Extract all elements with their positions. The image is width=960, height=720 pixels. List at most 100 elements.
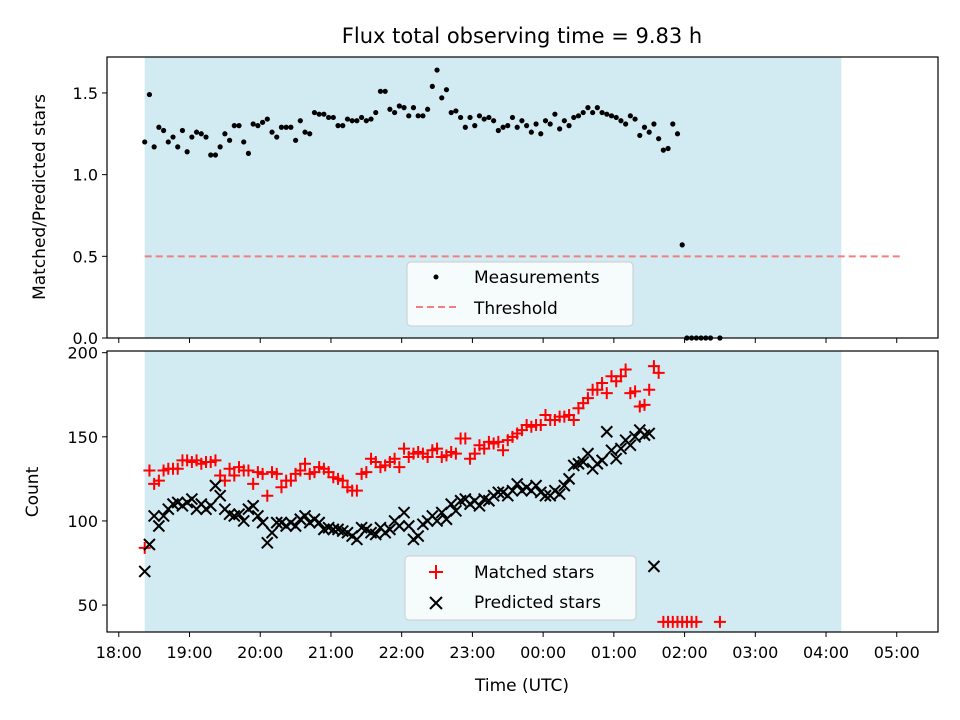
- matched-star-point: [421, 451, 434, 464]
- measurement-point: [410, 105, 417, 111]
- count-legend: Matched stars Predicted stars: [404, 555, 637, 621]
- chart-title: Flux total observing time = 9.83 h: [342, 24, 702, 48]
- measurement-point: [420, 113, 426, 119]
- measurement-point: [165, 139, 171, 145]
- measurement-point: [557, 126, 563, 132]
- measurement-point: [519, 118, 525, 124]
- predicted-star-point: [393, 519, 406, 533]
- matched-star-point: [294, 464, 307, 477]
- measurement-point: [330, 114, 336, 121]
- measurement-point: [571, 114, 577, 121]
- measurement-point: [599, 109, 605, 116]
- matched-star-point: [596, 376, 609, 389]
- measurement-point: [311, 109, 318, 116]
- measurement-point: [509, 114, 516, 121]
- measurement-point: [486, 114, 492, 121]
- measurement-point: [288, 124, 294, 130]
- predicted-star-point: [213, 489, 227, 502]
- predicted-star-point: [628, 430, 642, 444]
- measurement-point: [245, 150, 252, 156]
- measurement-point: [590, 109, 596, 116]
- predicted-star-point: [492, 486, 505, 499]
- measurement-point: [377, 88, 384, 94]
- measurement-point: [608, 113, 615, 119]
- predicted-star-point: [232, 508, 246, 521]
- measurement-point: [151, 144, 157, 150]
- predicted-star-point: [147, 509, 161, 523]
- matched-star-point: [713, 615, 726, 628]
- predicted-star-point: [473, 499, 486, 513]
- x-tick-label: 03:00: [732, 643, 778, 662]
- predicted-star-point: [383, 523, 397, 536]
- matched-star-point: [171, 462, 184, 475]
- measurement-point: [175, 144, 181, 150]
- measurement-point: [156, 124, 162, 130]
- predicted-star-point: [256, 516, 269, 529]
- measurement-point: [344, 116, 351, 122]
- measurement-point: [547, 121, 553, 127]
- predicted-star-point: [430, 514, 444, 528]
- ratio-y-axis-label: Matched/Predicted stars: [30, 94, 50, 300]
- predicted-star-point: [143, 538, 156, 551]
- matched-star-point: [497, 444, 510, 457]
- measurement-point: [467, 114, 473, 121]
- matched-star-point: [643, 383, 656, 396]
- predicted-star-point: [553, 487, 566, 501]
- measurement-point: [632, 116, 638, 122]
- matched-star-point: [388, 452, 401, 465]
- matched-star-point: [143, 464, 156, 477]
- matched-star-point: [261, 489, 274, 502]
- y-tick-label: 0.0: [73, 329, 98, 348]
- measurement-point: [264, 116, 270, 122]
- measurement-point: [538, 131, 544, 137]
- measurement-point: [495, 127, 501, 134]
- predicted-star-point: [647, 560, 661, 573]
- measurement-point: [514, 124, 520, 130]
- y-tick-label: 1.5: [73, 84, 98, 103]
- measurement-point: [670, 121, 676, 127]
- predicted-star-point: [270, 516, 283, 529]
- matched-star-point: [398, 442, 411, 455]
- measurement-point: [203, 134, 209, 140]
- predicted-star-point: [209, 479, 222, 492]
- measurement-point: [458, 114, 464, 121]
- legend-marker-matched: [429, 565, 443, 579]
- count-y-axis-label: Count: [23, 466, 43, 517]
- measurement-point: [283, 124, 289, 130]
- predicted-star-point: [312, 516, 326, 529]
- measurement-point: [594, 105, 600, 111]
- measurement-point: [524, 123, 530, 129]
- matched-star-point: [581, 392, 594, 405]
- predicted-star-point: [562, 472, 576, 486]
- matched-star-point: [478, 442, 491, 455]
- measurement-point: [660, 147, 666, 153]
- measurement-point: [160, 127, 167, 134]
- matched-star-point: [652, 366, 665, 379]
- measurement-point: [184, 149, 190, 155]
- measurement-point: [542, 118, 549, 124]
- predicted-star-point: [251, 509, 265, 523]
- measurement-point: [368, 116, 374, 122]
- matched-star-point: [638, 398, 651, 411]
- measurement-point: [359, 114, 365, 121]
- predicted-star-point: [529, 479, 543, 492]
- predicted-star-point: [643, 427, 656, 440]
- x-tick-label: 22:00: [379, 643, 425, 662]
- measurement-point: [382, 88, 388, 94]
- measurement-point: [307, 131, 313, 137]
- count-panel-frame: [106, 350, 939, 633]
- measurement-point: [179, 127, 186, 134]
- x-tick-label: 19:00: [166, 643, 212, 662]
- measurement-point: [575, 113, 582, 119]
- measurement-point: [401, 105, 407, 111]
- x-tick-label: 04:00: [803, 643, 849, 662]
- measurement-point: [604, 111, 610, 117]
- matched-star-point: [152, 474, 165, 487]
- measurement-point: [236, 123, 242, 129]
- measurement-point: [250, 121, 256, 127]
- predicted-star-point: [369, 528, 382, 541]
- predicted-star-point: [289, 519, 302, 533]
- measurement-point: [193, 129, 200, 135]
- measurement-point: [335, 123, 341, 129]
- measurement-point: [637, 132, 643, 139]
